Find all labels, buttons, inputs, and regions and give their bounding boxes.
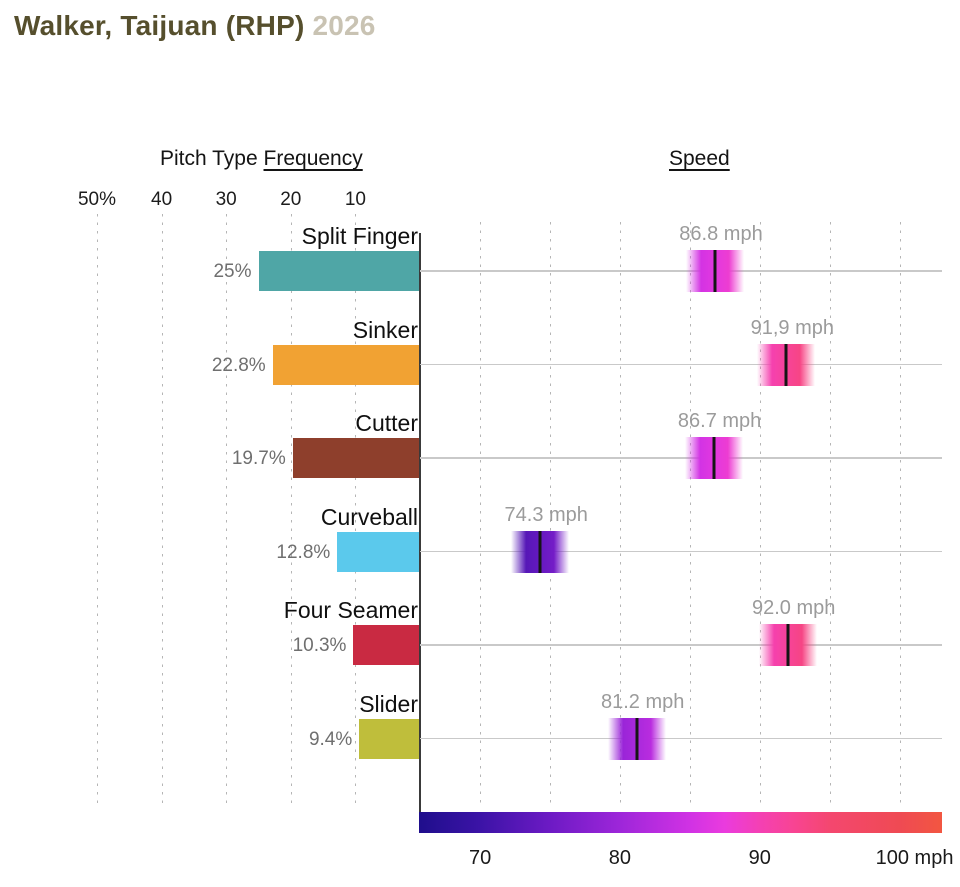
frequency-gridline <box>161 214 163 806</box>
speed-row-gridline <box>420 644 942 646</box>
speed-gridline <box>899 222 901 806</box>
speed-gridline <box>689 222 691 806</box>
speed-gridline <box>829 222 831 806</box>
speed-value-label: 91,9 mph <box>750 316 834 339</box>
frequency-bar <box>353 625 419 665</box>
frequency-bar <box>292 438 419 478</box>
frequency-axis-line <box>419 233 421 812</box>
frequency-value-label: 12.8% <box>276 541 331 563</box>
speed-row-gridline <box>420 737 942 740</box>
frequency-title-prefix: Pitch Type <box>160 147 264 170</box>
speed-row-gridline <box>420 550 942 553</box>
frequency-value-label: 22.8% <box>211 354 266 376</box>
pitch-name-label: Four Seamer <box>283 597 418 623</box>
speed-gridline <box>480 222 482 806</box>
frequency-value-label: 10.3% <box>292 635 347 656</box>
speed-value-label: 74.3 mph <box>504 503 588 526</box>
frequency-panel-title: Pitch Type Frequency <box>160 147 363 171</box>
frequency-tick-label: 40 <box>151 189 173 210</box>
frequency-bar <box>258 251 419 291</box>
speed-marker-line <box>712 437 716 479</box>
speed-row-gridline <box>420 363 942 366</box>
frequency-title-underlined: Frequency <box>263 147 363 170</box>
pitch-name-label: Curveball <box>320 503 418 530</box>
speed-marker-line <box>538 530 542 573</box>
page-title: Walker, Taijuan (RHP) 2026 <box>14 10 376 42</box>
pitch-name-label: Cutter <box>355 410 418 436</box>
speed-value-label: 81.2 mph <box>601 690 685 713</box>
frequency-bar <box>272 344 419 385</box>
frequency-gridline <box>355 214 357 806</box>
speed-value-label: 86.8 mph <box>679 223 763 245</box>
frequency-bar <box>337 531 419 572</box>
frequency-gridline <box>97 214 98 806</box>
speed-colorbar <box>419 812 942 833</box>
speed-gridline <box>619 222 621 806</box>
speed-axis-tick-label: 80 <box>608 847 632 869</box>
frequency-tick-label: 20 <box>280 189 302 210</box>
speed-marker-line <box>635 717 639 760</box>
pitch-name-label: Slider <box>359 690 418 717</box>
frequency-gridline <box>290 214 292 806</box>
season-label: 2026 <box>312 10 376 41</box>
pitch-name-label: Sinker <box>352 316 418 343</box>
speed-value-label: 92.0 mph <box>752 597 836 619</box>
speed-value-label: 86.7 mph <box>677 410 762 432</box>
speed-axis-tick-label: 70 <box>468 847 492 869</box>
frequency-tick-label: 50% <box>77 189 117 210</box>
speed-row-gridline <box>420 457 942 459</box>
frequency-value-label: 9.4% <box>308 728 353 750</box>
player-name: Walker, Taijuan (RHP) <box>14 10 305 41</box>
speed-marker-line <box>786 624 790 666</box>
speed-axis-tick-label: 90 <box>748 847 771 869</box>
frequency-tick-label: 10 <box>344 189 366 210</box>
frequency-bar <box>359 718 419 759</box>
frequency-value-label: 25% <box>213 261 252 282</box>
speed-panel-title: Speed <box>669 147 730 170</box>
frequency-gridline <box>226 214 228 806</box>
speed-axis-tick-label: 100 mph <box>875 847 954 869</box>
frequency-value-label: 19.7% <box>231 448 286 469</box>
speed-gridline <box>759 222 761 806</box>
speed-gridline <box>550 222 552 806</box>
frequency-tick-label: 30 <box>215 189 237 210</box>
speed-marker-line <box>713 250 717 292</box>
speed-row-gridline <box>420 270 942 272</box>
pitch-name-label: Split Finger <box>301 223 418 249</box>
speed-marker-line <box>784 343 788 386</box>
